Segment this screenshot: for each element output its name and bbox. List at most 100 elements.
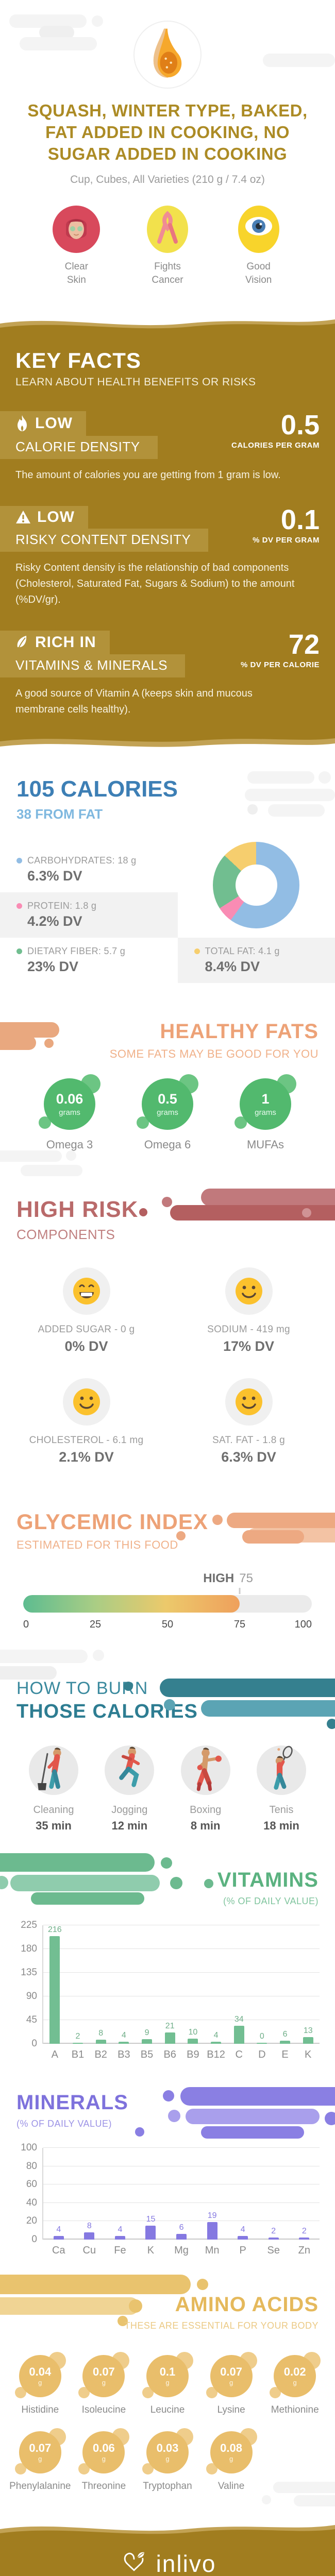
bar-value-label: 216: [48, 1925, 62, 1935]
legend-dot-icon: [16, 858, 22, 863]
x-tick-label: B3: [118, 2049, 130, 2061]
glycemic-section: GLYCEMIC INDEX ESTIMATED FOR THIS FOOD H…: [0, 1485, 335, 1655]
amino-unit: g: [38, 2379, 42, 2386]
calories-from-fat: 38 FROM FAT: [0, 802, 335, 822]
fact-value: 72% DV PER CALORIE: [241, 631, 320, 669]
smile-emoji-icon: [225, 1378, 273, 1426]
y-tick-label: 0: [31, 2038, 37, 2049]
x-tick-label: B6: [163, 2049, 176, 2061]
key-facts-subtitle: LEARN ABOUT HEALTH BENEFITS OR RISKS: [0, 373, 335, 388]
y-tick-label: 0: [31, 2234, 37, 2245]
bar-value-label: 21: [165, 2022, 175, 2031]
bar-value-label: 4: [118, 2225, 122, 2234]
glycemic-marker-tick: [239, 1588, 241, 1594]
activity-time: 8 min: [191, 1819, 220, 1833]
bar-value-label: 9: [145, 2028, 149, 2038]
x-tick-label: A: [52, 2049, 58, 2061]
fact-value-number: 0.1: [253, 506, 320, 534]
amino-unit: g: [229, 2379, 233, 2386]
glycemic-scale-label: 100: [295, 1619, 312, 1631]
bar-value-label: 2: [271, 2227, 276, 2236]
benefit-label: Clear Skin: [54, 260, 98, 287]
vitamins-title: VITAMINS: [16, 1869, 319, 1892]
y-tick-label: 45: [26, 2014, 37, 2026]
macro-item-top: PROTEIN: 1.8 g: [16, 901, 173, 911]
amino-value: 0.02: [284, 2365, 306, 2379]
vitamins-subtitle: (% OF DAILY VALUE): [16, 1896, 319, 1907]
tennis-icon: [257, 1745, 306, 1795]
bar: [115, 2236, 125, 2240]
key-facts-section: KEY FACTS LEARN ABOUT HEALTH BENEFITS OR…: [0, 312, 335, 756]
macro-label: TOTAL FAT: 4.1 g: [205, 946, 280, 957]
x-tick-label: B5: [141, 2049, 153, 2061]
bar: [96, 2040, 106, 2044]
x-tick-label: D: [258, 2049, 265, 2061]
x-tick-label: Cu: [83, 2245, 96, 2257]
smile-emoji-icon: [225, 1267, 273, 1315]
activity-time: 18 min: [263, 1819, 299, 1833]
fat-value: 1: [261, 1091, 269, 1107]
amino-acids-section: AMINO ACIDS THESE ARE ESSENTIAL FOR YOUR…: [0, 2269, 335, 2518]
amino-name: Methionine: [271, 2404, 319, 2416]
amino-value: 0.1: [160, 2365, 176, 2379]
x-tick-label: Zn: [298, 2245, 310, 2257]
glycemic-title: GLYCEMIC INDEX: [16, 1510, 319, 1534]
smile-emoji-icon: [63, 1378, 110, 1426]
fat-unit: grams: [157, 1108, 178, 1117]
y-tick-label: 90: [26, 1991, 37, 2002]
donut-chart: [213, 842, 299, 928]
macro-dv-value: 23% DV: [16, 959, 173, 975]
squash-image: [133, 21, 202, 89]
bar: [280, 2041, 290, 2044]
amino-name: Threonine: [82, 2481, 126, 2492]
macro-label: DIETARY FIBER: 5.7 g: [27, 946, 125, 957]
x-tick-label: Mg: [174, 2245, 189, 2257]
bar-value-label: 8: [98, 2029, 103, 2038]
y-tick-label: 20: [26, 2215, 37, 2227]
bar: [49, 1936, 60, 2044]
fat-value: 0.06: [56, 1091, 83, 1107]
risk-dv-value: 17% DV: [223, 1338, 274, 1354]
activity-label: Jogging: [111, 1804, 147, 1816]
x-tick-label: B1: [72, 2049, 84, 2061]
bar: [269, 2238, 279, 2240]
amino-value: 0.07: [29, 2442, 51, 2455]
activity-label: Tenis: [270, 1804, 294, 1816]
activity-label: Cleaning: [34, 1804, 74, 1816]
calories-section: 105 CALORIES 38 FROM FAT CARBOHYDRATES: …: [0, 756, 335, 998]
y-tick-label: 135: [21, 1967, 37, 1978]
fact-name-text: VITAMINS & MINERALS: [0, 654, 185, 677]
fact-value-number: 72: [241, 631, 320, 658]
macro-item-top: CARBOHYDRATES: 18 g: [16, 855, 173, 866]
key-facts-title: KEY FACTS: [0, 348, 335, 373]
decor-gray-blob-top-right: [263, 54, 335, 67]
glycemic-subtitle: ESTIMATED FOR THIS FOOD: [16, 1538, 319, 1552]
good-vision-icon: [235, 206, 282, 253]
minerals-title: MINERALS: [16, 2091, 319, 2114]
fat-name: Omega 6: [144, 1138, 191, 1151]
wave-divider-footer: [0, 2518, 335, 2540]
